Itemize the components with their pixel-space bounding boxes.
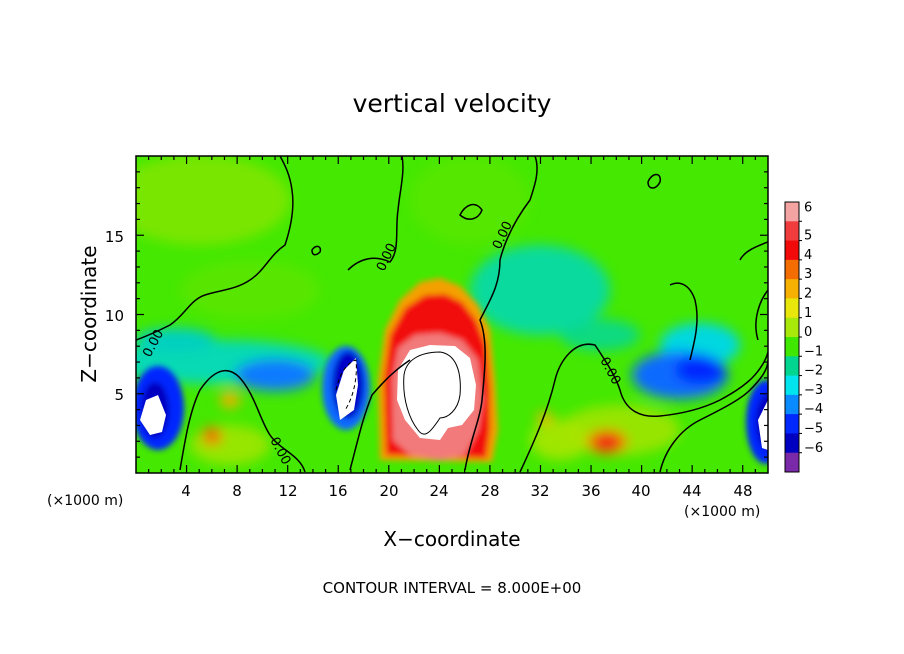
contour-interval: CONTOUR INTERVAL = 8.000E+00 xyxy=(323,579,582,597)
colorbar-label: −1 xyxy=(804,344,823,359)
x-axis-label: X−coordinate xyxy=(383,527,520,551)
x-tick-label: 24 xyxy=(429,482,448,500)
x-tick-label: 8 xyxy=(232,482,242,500)
colorbar-label: 4 xyxy=(804,248,812,263)
colorbar-swatch xyxy=(785,394,799,415)
colorbar-label: 0 xyxy=(804,325,812,340)
x-tick-label: 16 xyxy=(328,482,347,500)
chart-title: vertical velocity xyxy=(353,89,552,118)
y-axis-label: Z−coordinate xyxy=(77,245,101,382)
y-tick-label: 10 xyxy=(105,307,124,325)
x-tick-label: 40 xyxy=(631,482,650,500)
colorbar-label: 6 xyxy=(804,201,812,216)
x-tick-label: 32 xyxy=(530,482,549,500)
y-tick-labels: 5 10 15 xyxy=(105,228,124,404)
x-tick-label: 36 xyxy=(581,482,600,500)
x-tick-marks xyxy=(148,156,756,473)
colorbar-swatch xyxy=(785,202,799,222)
colorbar-label: −3 xyxy=(804,383,823,398)
y-tick-label: 5 xyxy=(114,386,124,404)
colorbar-label: −6 xyxy=(804,441,823,456)
x-tick-label: 44 xyxy=(682,482,701,500)
colorbar-label: 1 xyxy=(804,306,812,321)
x-tick-label: 20 xyxy=(379,482,398,500)
colorbar-swatch xyxy=(785,240,799,261)
colorbar-label: 3 xyxy=(804,267,812,282)
colorbar-swatch xyxy=(785,221,799,242)
y-tick-label: 15 xyxy=(105,228,124,246)
colorbar-swatch xyxy=(785,279,799,299)
colorbar-swatch xyxy=(785,375,799,396)
colorbar-swatch xyxy=(785,317,799,338)
colorbar-swatch xyxy=(785,452,799,473)
colorbar-swatch xyxy=(785,414,799,434)
colorbar-swatch xyxy=(785,356,799,377)
x-tick-label: 4 xyxy=(181,482,191,500)
x-unit-left: (×1000 m) xyxy=(47,493,123,509)
x-tick-label: 12 xyxy=(278,482,297,500)
x-tick-label: 28 xyxy=(480,482,499,500)
colorbar-swatch xyxy=(785,259,799,280)
colorbar-labels: 6 5 4 3 2 1 0 −1 −2 −3 −4 −5 −6 xyxy=(804,201,823,456)
x-tick-labels: 4 8 12 16 20 24 28 32 36 40 44 48 xyxy=(181,482,752,500)
x-unit-right: (×1000 m) xyxy=(684,504,760,520)
y-tick-marks xyxy=(136,171,768,458)
heatmap-field xyxy=(136,156,768,473)
colorbar-label: −2 xyxy=(804,364,823,379)
x-tick-label: 48 xyxy=(733,482,752,500)
colorbar-swatch xyxy=(785,298,799,319)
colorbar-swatch xyxy=(785,433,799,454)
colorbar-label: 5 xyxy=(804,229,812,244)
colorbar-swatch xyxy=(785,337,799,357)
colorbar-label: 2 xyxy=(804,286,812,301)
colorbar xyxy=(784,201,802,473)
colorbar-label: −4 xyxy=(804,402,823,417)
colorbar-label: −5 xyxy=(804,421,823,436)
